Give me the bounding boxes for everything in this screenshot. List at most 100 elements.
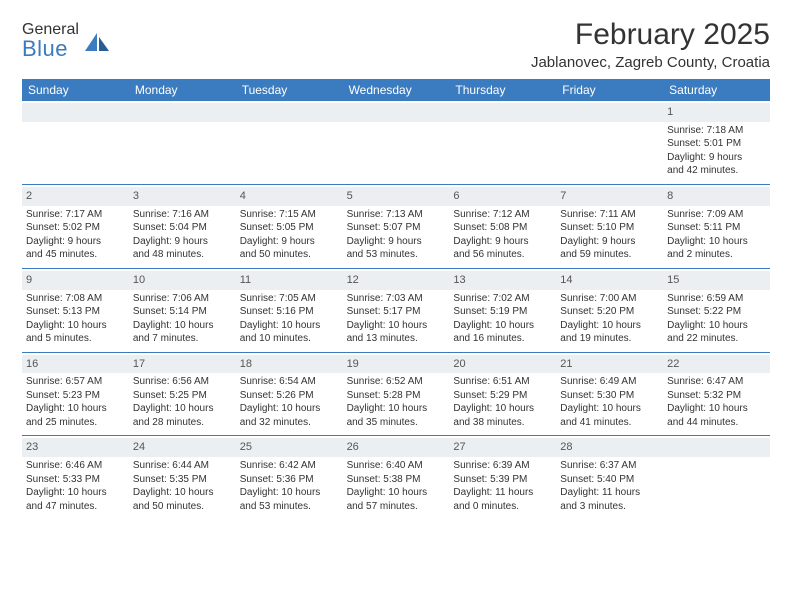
day-detail: Daylight: 10 hours [560,319,659,333]
day-detail: Sunrise: 6:49 AM [560,375,659,389]
day-detail: and 32 minutes. [240,416,339,430]
day-detail: Sunrise: 7:00 AM [560,292,659,306]
day-cell [556,101,663,184]
day-number: 8 [663,187,770,206]
day-number: 5 [343,187,450,206]
day-number: 3 [129,187,236,206]
day-detail: Sunrise: 6:59 AM [667,292,766,306]
day-number [236,103,343,122]
day-detail: Sunset: 5:19 PM [453,305,552,319]
day-detail: Sunset: 5:29 PM [453,389,552,403]
day-detail: and 42 minutes. [667,164,766,178]
day-detail: Sunrise: 6:51 AM [453,375,552,389]
day-detail: Sunrise: 7:09 AM [667,208,766,222]
day-detail: Daylight: 10 hours [240,319,339,333]
day-detail: Daylight: 9 hours [453,235,552,249]
day-detail: Sunrise: 7:02 AM [453,292,552,306]
day-header: Friday [556,79,663,101]
day-detail: and 25 minutes. [26,416,125,430]
day-number: 17 [129,355,236,374]
day-number: 1 [663,103,770,122]
day-detail: and 57 minutes. [347,500,446,514]
day-detail: and 16 minutes. [453,332,552,346]
day-detail: Daylight: 9 hours [347,235,446,249]
day-cell: 21Sunrise: 6:49 AMSunset: 5:30 PMDayligh… [556,353,663,436]
day-detail: and 47 minutes. [26,500,125,514]
day-detail: Sunrise: 7:16 AM [133,208,232,222]
day-number: 12 [343,271,450,290]
day-detail: Daylight: 10 hours [453,402,552,416]
week-row: 9Sunrise: 7:08 AMSunset: 5:13 PMDaylight… [22,268,770,352]
day-detail: Sunset: 5:28 PM [347,389,446,403]
day-detail: and 45 minutes. [26,248,125,262]
weeks-container: 1Sunrise: 7:18 AMSunset: 5:01 PMDaylight… [22,101,770,519]
day-detail: Daylight: 10 hours [133,319,232,333]
day-cell: 11Sunrise: 7:05 AMSunset: 5:16 PMDayligh… [236,269,343,352]
day-detail: Sunrise: 6:57 AM [26,375,125,389]
day-number: 14 [556,271,663,290]
day-cell: 2Sunrise: 7:17 AMSunset: 5:02 PMDaylight… [22,185,129,268]
day-cell: 13 Sunrise: 7:02 AMSunset: 5:19 PMDayligh… [449,269,556,352]
day-detail: Sunrise: 7:18 AM [667,124,766,138]
day-detail: and 41 minutes. [560,416,659,430]
title-block: February 2025 Jablanovec, Zagreb County,… [531,18,770,71]
day-detail: Sunset: 5:05 PM [240,221,339,235]
day-detail: Sunset: 5:08 PM [453,221,552,235]
day-detail: Daylight: 10 hours [240,486,339,500]
day-detail: Daylight: 10 hours [26,486,125,500]
day-detail: Sunrise: 6:54 AM [240,375,339,389]
day-cell: 19Sunrise: 6:52 AMSunset: 5:28 PMDayligh… [343,353,450,436]
day-detail: Sunset: 5:20 PM [560,305,659,319]
day-number [663,438,770,457]
day-cell: 12Sunrise: 7:03 AMSunset: 5:17 PMDayligh… [343,269,450,352]
day-cell [22,101,129,184]
day-detail: Sunrise: 7:17 AM [26,208,125,222]
day-header: Tuesday [236,79,343,101]
day-cell: 9Sunrise: 7:08 AMSunset: 5:13 PMDaylight… [22,269,129,352]
day-detail: Sunrise: 6:39 AM [453,459,552,473]
day-detail: Sunset: 5:04 PM [133,221,232,235]
day-detail: Sunrise: 6:42 AM [240,459,339,473]
day-number: 27 [449,438,556,457]
day-detail: Daylight: 10 hours [667,319,766,333]
day-detail: Sunset: 5:02 PM [26,221,125,235]
day-detail: Daylight: 10 hours [133,486,232,500]
day-number: 20 [449,355,556,374]
day-detail: and 50 minutes. [133,500,232,514]
day-detail: Sunrise: 7:11 AM [560,208,659,222]
week-row: 16Sunrise: 6:57 AMSunset: 5:23 PMDayligh… [22,352,770,436]
day-detail: and 53 minutes. [240,500,339,514]
day-cell: 1Sunrise: 7:18 AMSunset: 5:01 PMDaylight… [663,101,770,184]
day-cell [343,101,450,184]
day-detail: and 5 minutes. [26,332,125,346]
day-number [556,103,663,122]
day-number: 23 [22,438,129,457]
day-header: Thursday [449,79,556,101]
day-number: 28 [556,438,663,457]
header: General Blue February 2025 Jablanovec, Z… [22,18,770,71]
day-detail: Sunrise: 7:03 AM [347,292,446,306]
day-detail: and 28 minutes. [133,416,232,430]
day-cell: 26Sunrise: 6:40 AMSunset: 5:38 PMDayligh… [343,436,450,519]
day-detail: Daylight: 9 hours [240,235,339,249]
day-detail: Daylight: 10 hours [453,319,552,333]
day-cell: 14 Sunrise: 7:00 AMSunset: 5:20 PMDayligh… [556,269,663,352]
day-cell: 22Sunrise: 6:47 AMSunset: 5:32 PMDayligh… [663,353,770,436]
day-detail: Daylight: 10 hours [347,486,446,500]
day-cell: 6Sunrise: 7:12 AMSunset: 5:08 PMDaylight… [449,185,556,268]
day-number: 21 [556,355,663,374]
day-detail: Sunset: 5:10 PM [560,221,659,235]
day-cell: 28Sunrise: 6:37 AMSunset: 5:40 PMDayligh… [556,436,663,519]
day-detail: Sunset: 5:26 PM [240,389,339,403]
day-detail: Daylight: 10 hours [347,402,446,416]
logo-text: General Blue [22,22,79,60]
day-detail: Sunset: 5:33 PM [26,473,125,487]
day-number: 13 [449,271,556,290]
day-number [129,103,236,122]
day-detail: Daylight: 10 hours [560,402,659,416]
day-detail: and 3 minutes. [560,500,659,514]
week-row: 23Sunrise: 6:46 AMSunset: 5:33 PMDayligh… [22,435,770,519]
day-number: 25 [236,438,343,457]
day-detail: Sunset: 5:17 PM [347,305,446,319]
day-detail: Daylight: 9 hours [133,235,232,249]
